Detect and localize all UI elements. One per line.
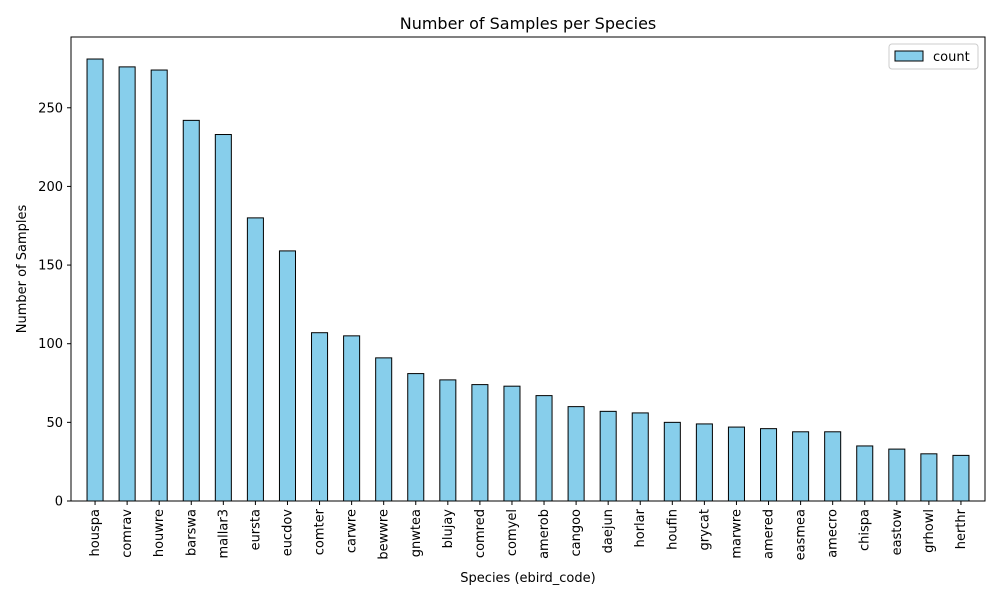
bar-herthr (952, 454, 970, 502)
x-tick-label: chispa (858, 509, 873, 551)
legend-label: count (933, 50, 970, 65)
x-tick-label: horlar (633, 508, 648, 547)
bar-comred (471, 384, 489, 502)
bar-blujay (439, 379, 457, 502)
bar-chispa (856, 445, 874, 502)
y-tick-label: 0 (55, 495, 63, 510)
y-tick-label: 150 (38, 259, 63, 274)
chart-title: Number of Samples per Species (400, 14, 657, 33)
bar-comter (311, 332, 329, 502)
x-tick-label: bewwre (377, 509, 392, 560)
x-tick-label: mallar3 (216, 509, 231, 558)
x-tick-label: grhowl (922, 509, 937, 553)
x-tick-label: amered (762, 509, 777, 559)
bar-amered (760, 428, 778, 502)
bar-horlar (631, 412, 649, 502)
legend-frame (888, 43, 979, 70)
bar-easmea (792, 431, 810, 502)
bar-houwre (150, 69, 168, 502)
x-tick-label: eucdov (280, 509, 295, 557)
y-axis-label: Number of Samples (15, 205, 30, 334)
x-tick-label: comter (313, 508, 328, 555)
x-tick-label: blujay (441, 509, 456, 549)
bar-houspa (86, 58, 104, 502)
x-tick-label: comred (473, 509, 488, 558)
bar-houfin (663, 421, 681, 502)
bar-mallar3 (214, 134, 232, 502)
bar-cangoo (567, 406, 585, 502)
bar-eursta (246, 217, 264, 502)
bar-barswa (182, 119, 200, 502)
bar-marwre (727, 426, 745, 502)
x-tick-label: barswa (184, 509, 199, 556)
x-tick-label: comyel (505, 509, 520, 556)
bar-bewwre (375, 357, 393, 502)
y-tick-label: 250 (38, 101, 63, 116)
x-tick-label: grycat (697, 509, 712, 551)
x-tick-label: gnwtea (409, 509, 424, 557)
x-tick-label: amerob (537, 509, 552, 559)
bar-comyel (503, 385, 521, 502)
x-tick-label: daejun (601, 509, 616, 553)
bar-grhowl (920, 453, 938, 502)
y-tick-label: 50 (46, 416, 63, 431)
x-axis: houspa comrav houwre barswa mallar3 eursta euc… (88, 501, 969, 560)
x-tick-label: easmea (794, 509, 809, 560)
y-axis: 0 50 100 150 200 250 (38, 101, 71, 510)
bar-eastow (888, 448, 906, 502)
bar-amecro (824, 431, 842, 502)
bars-layer (86, 58, 970, 502)
bar-eucdov (278, 250, 296, 502)
y-tick-label: 100 (38, 337, 63, 352)
bar-amerob (535, 395, 553, 502)
x-tick-label: marwre (729, 509, 744, 559)
bar-gnwtea (407, 373, 425, 502)
bar-daejun (599, 410, 617, 502)
x-tick-label: houwre (152, 509, 167, 557)
plot-frame (70, 36, 986, 502)
legend-swatch (894, 50, 924, 62)
y-tick-label: 200 (38, 180, 63, 195)
x-tick-label: comrav (120, 509, 135, 558)
x-tick-label: houspa (88, 509, 103, 556)
x-tick-label: houfin (665, 509, 680, 550)
bar-carwre (343, 335, 361, 502)
bar-comrav (118, 66, 136, 502)
x-tick-label: herthr (954, 508, 969, 549)
x-tick-label: eursta (248, 509, 263, 550)
legend: count (888, 43, 979, 70)
x-tick-label: amecro (826, 509, 841, 558)
x-axis-label: Species (ebird_code) (460, 571, 595, 586)
x-tick-label: cangoo (569, 509, 584, 557)
x-tick-label: eastow (890, 509, 905, 556)
x-tick-label: carwre (345, 509, 360, 553)
bar-grycat (695, 423, 713, 502)
